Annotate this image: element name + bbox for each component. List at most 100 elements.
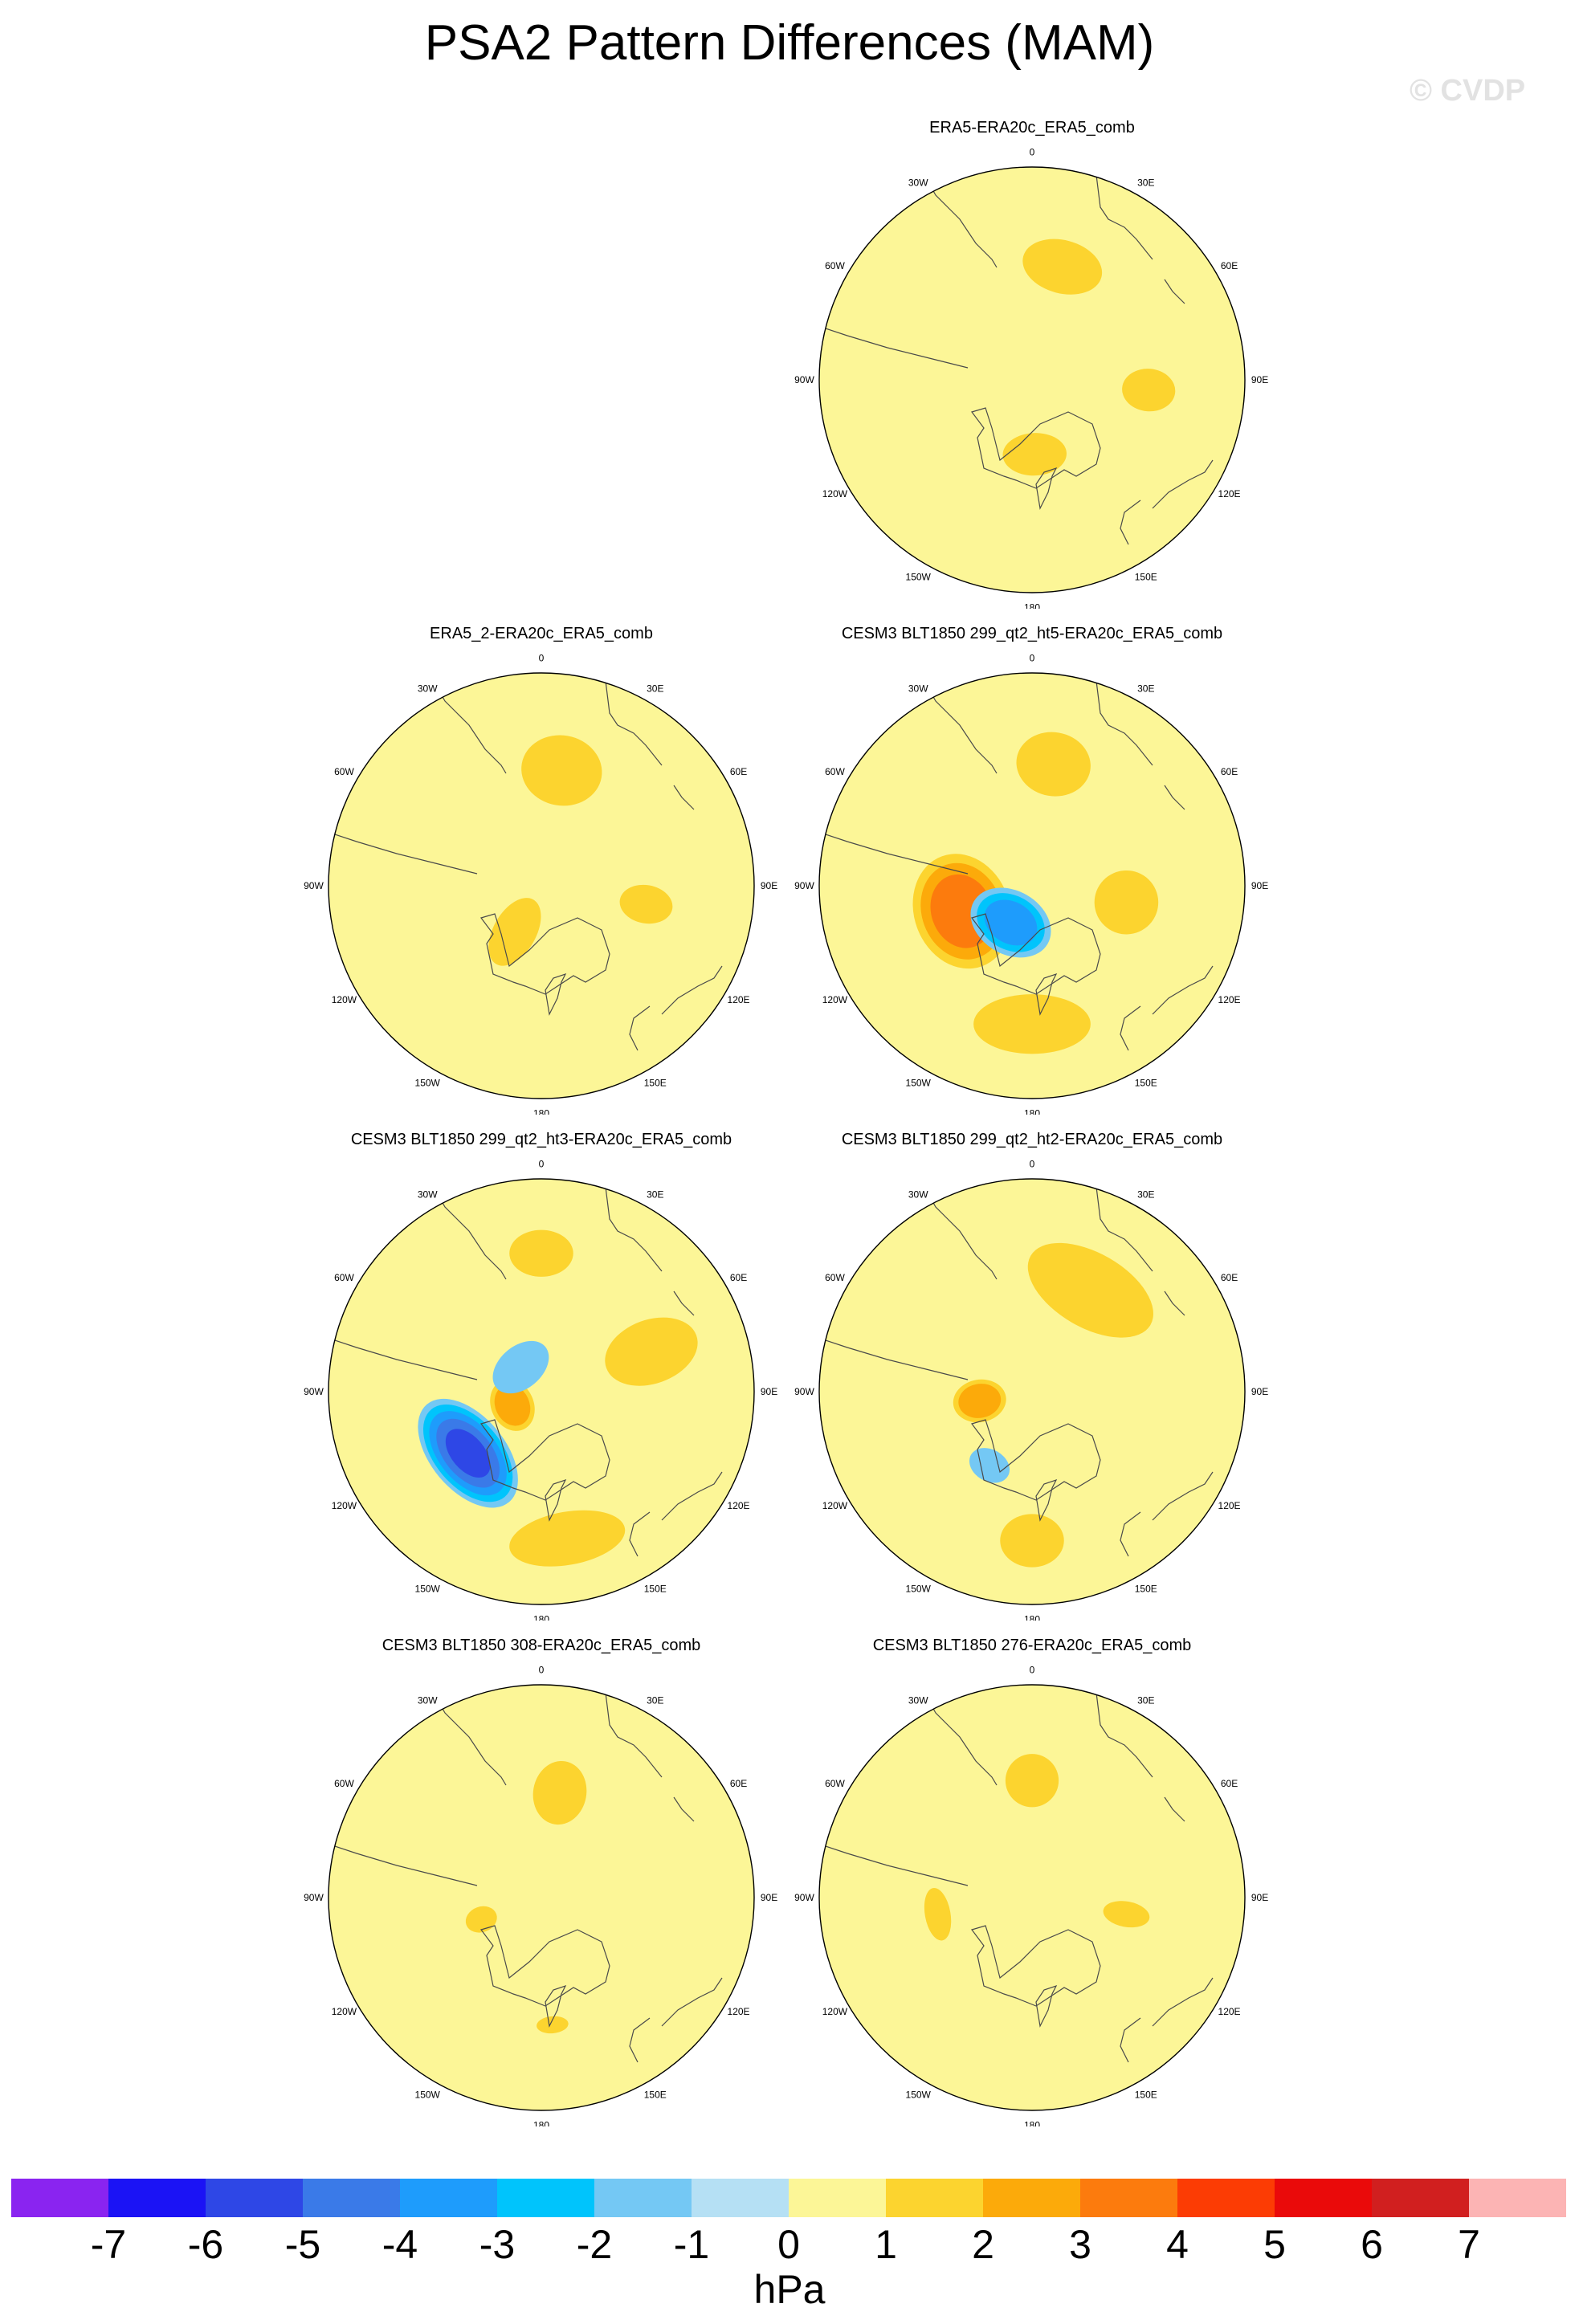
polar-map: 0 30E 60E 90E 120E 150E 180 150W 120W 90W 60W 30W <box>794 652 1268 1115</box>
continent-coastline <box>328 1841 478 1886</box>
longitude-label: 150W <box>415 2090 441 2101</box>
continent-coastline <box>1152 1471 1214 1521</box>
positive-anomaly-contour <box>1122 369 1176 412</box>
colorbar-tick-label: 3 <box>1069 2222 1091 2267</box>
panel-title: CESM3 BLT1850 299_qt2_ht5-ERA20c_ERA5_co… <box>841 625 1223 642</box>
continent-coastline <box>1120 1005 1141 1051</box>
continent-coastline <box>661 1977 723 2027</box>
colorbar-box <box>1275 2179 1373 2217</box>
continent-coastline <box>819 829 969 875</box>
longitude-label: 150E <box>644 1078 667 1089</box>
map-panel-era5: ERA5-ERA20c_ERA5_comb 0 30E 60E 90E 120E 150E… <box>791 119 1273 609</box>
longitude-label: 90W <box>794 374 814 385</box>
continent-coastline <box>1164 1796 1185 1822</box>
units-label: hPa <box>753 2267 826 2312</box>
panel-title: ERA5-ERA20c_ERA5_comb <box>929 119 1135 137</box>
positive-anomaly-contour <box>619 884 673 924</box>
colorbar-tick-label: 4 <box>1166 2222 1189 2267</box>
continent-coastline <box>919 167 998 268</box>
continent-coastline <box>545 972 567 1016</box>
positive-anomaly-contour <box>605 1317 698 1386</box>
longitude-label: 0 <box>1030 1664 1035 1675</box>
positive-anomaly-contour <box>1027 1242 1153 1338</box>
coastlines <box>328 1179 723 1557</box>
continent-coastline <box>328 1335 478 1380</box>
continent-coastline <box>673 1290 695 1316</box>
longitude-label: 150E <box>1135 572 1157 583</box>
colorbar-box <box>886 2179 984 2217</box>
longitude-label: 120E <box>728 2006 750 2017</box>
longitude-label: 180 <box>1024 1614 1040 1621</box>
longitude-label: 0 <box>539 1158 545 1169</box>
longitude-label: 150E <box>644 2090 667 2101</box>
longitude-label: 0 <box>539 652 545 663</box>
colorbar-box <box>789 2179 887 2217</box>
longitude-label: 60E <box>730 1778 747 1789</box>
negative-anomaly-contour <box>492 1340 549 1394</box>
antarctica-coastline <box>971 1419 1101 1501</box>
longitude-label: 30W <box>418 683 438 694</box>
continent-coastline <box>661 965 723 1015</box>
colorbar-tick-label: 5 <box>1263 2222 1286 2267</box>
continent-coastline <box>1096 174 1153 260</box>
colorbar-box <box>1080 2179 1178 2217</box>
longitude-label: 150E <box>1135 2090 1157 2101</box>
positive-anomaly-contour <box>494 1384 531 1426</box>
continent-coastline <box>428 673 507 774</box>
longitude-label: 90E <box>1251 880 1268 891</box>
longitude-label: 0 <box>1030 146 1035 157</box>
map-boundary <box>328 1178 755 1605</box>
continent-coastline <box>1035 467 1058 510</box>
colorbar-box <box>497 2179 595 2217</box>
longitude-label: 120W <box>332 1500 357 1511</box>
longitude-label: 0 <box>1030 1158 1035 1169</box>
continent-coastline <box>605 1692 663 1778</box>
colorbar-box <box>108 2179 206 2217</box>
longitude-label: 60W <box>334 1272 354 1283</box>
antarctica-coastline <box>480 1419 610 1501</box>
positive-anomaly-contour <box>1016 732 1091 797</box>
longitude-label: 30W <box>908 1189 928 1200</box>
watermark: © CVDP <box>1410 74 1526 108</box>
continent-coastline <box>1152 1977 1214 2027</box>
colorbar-tick-label: 1 <box>875 2222 897 2267</box>
longitude-label: 90E <box>1251 374 1268 385</box>
longitude-label: 150E <box>644 1584 667 1595</box>
polar-map: 0 30E 60E 90E 120E 150E 180 150W 120W 90W 60W 30W <box>304 652 777 1115</box>
longitude-label: 90E <box>1251 1892 1268 1903</box>
colorbar-tick-label: -1 <box>673 2222 710 2267</box>
longitude-label: 90E <box>761 1386 777 1397</box>
continent-coastline <box>629 1005 651 1051</box>
longitude-label: 120E <box>1218 2006 1241 2017</box>
colorbar <box>11 2179 1566 2217</box>
map-boundary <box>328 672 755 1099</box>
colorbar-tick-label: 6 <box>1361 2222 1383 2267</box>
longitude-label: 60E <box>1221 1272 1238 1283</box>
continent-coastline <box>1164 785 1185 810</box>
continent-coastline <box>629 2017 651 2063</box>
positive-anomaly-contour <box>1005 1754 1059 1808</box>
map-panel-ht5: CESM3 BLT1850 299_qt2_ht5-ERA20c_ERA5_co… <box>791 625 1273 1115</box>
map-boundary <box>818 166 1246 593</box>
longitude-label: 120W <box>332 994 357 1005</box>
longitude-label: 180 <box>533 1108 549 1115</box>
positive-anomaly-contour <box>973 994 1091 1054</box>
positive-anomaly-contour <box>465 1906 497 1933</box>
continent-coastline <box>1096 680 1153 766</box>
colorbar-box <box>1469 2179 1566 2217</box>
longitude-label: 150W <box>906 1078 932 1089</box>
continent-coastline <box>428 1179 507 1280</box>
longitude-label: 120W <box>822 488 848 499</box>
continent-coastline <box>605 680 663 766</box>
continent-coastline <box>919 1179 998 1280</box>
longitude-label: 120W <box>822 1500 848 1511</box>
positive-anomaly-contour <box>537 2016 569 2034</box>
longitude-label: 180 <box>1024 1108 1040 1115</box>
continent-coastline <box>1096 1692 1153 1778</box>
longitude-label: 60E <box>1221 766 1238 777</box>
longitude-label: 30E <box>1137 1189 1154 1200</box>
longitude-label: 120E <box>728 994 750 1005</box>
continent-coastline <box>1164 279 1185 304</box>
continent-coastline <box>1152 965 1214 1015</box>
negative-anomaly-contour <box>969 1448 1010 1483</box>
